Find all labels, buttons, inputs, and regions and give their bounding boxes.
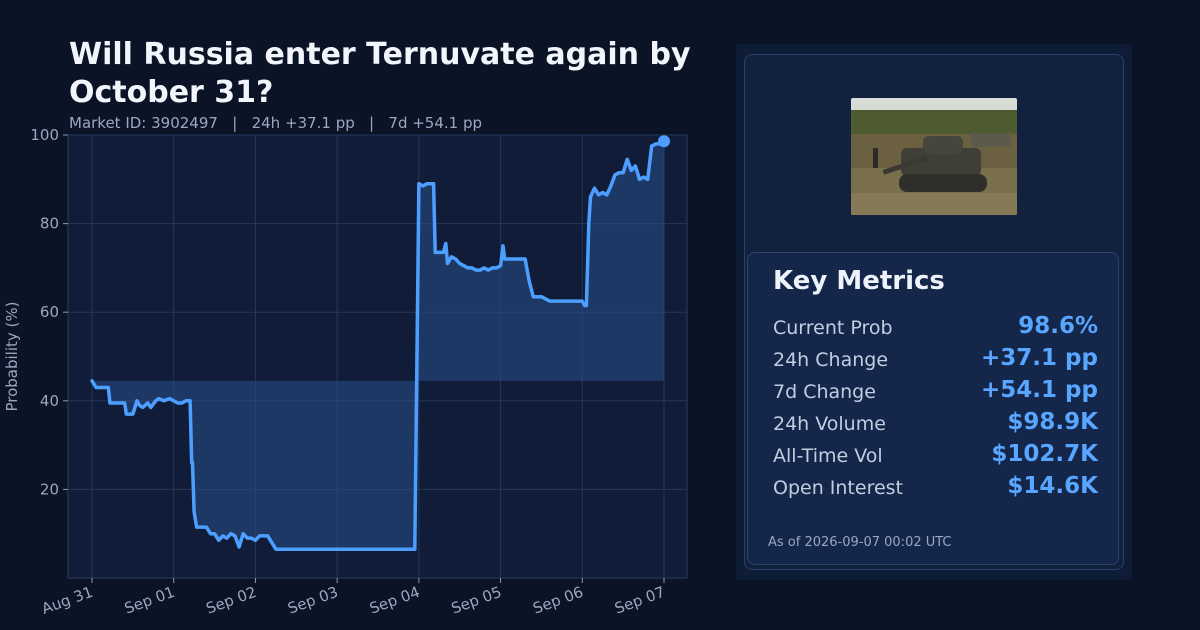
x-tick-label: Sep 01 (122, 583, 177, 618)
metric-all-time-vol: All-Time Vol $102.7K (773, 441, 1098, 471)
x-tick-label: Sep 02 (204, 583, 259, 618)
metric-24h-change: 24h Change +37.1 pp (773, 345, 1098, 375)
y-tick-label: 60 (40, 303, 59, 321)
tank-photo-icon (851, 98, 1017, 215)
x-tick-label: Sep 04 (367, 583, 422, 618)
as-of-timestamp: As of 2026-09-07 00:02 UTC (768, 535, 952, 550)
x-tick-label: Sep 07 (612, 583, 667, 618)
market-photo (851, 98, 1017, 215)
y-tick-label: 20 (40, 480, 59, 498)
series-line (90, 139, 666, 551)
y-tick-label: 100 (30, 126, 59, 144)
metric-24h-volume: 24h Volume $98.9K (773, 409, 1098, 439)
y-tick-label: 80 (40, 215, 59, 233)
metric-open-interest: Open Interest $14.6K (773, 473, 1098, 503)
x-tick-label: Sep 05 (449, 583, 504, 618)
metric-value: $102.7K (991, 441, 1098, 467)
metrics-title: Key Metrics (773, 266, 945, 296)
metric-label: 24h Volume (773, 413, 886, 435)
key-metrics-card: Key Metrics Current Prob 98.6% 24h Chang… (747, 252, 1119, 565)
metric-label: Current Prob (773, 317, 893, 339)
metric-value: $14.6K (1007, 473, 1098, 499)
metric-value: +37.1 pp (981, 345, 1098, 371)
x-tick-label: Aug 31 (39, 583, 95, 618)
metric-current-prob: Current Prob 98.6% (773, 313, 1098, 343)
metric-label: All-Time Vol (773, 445, 883, 467)
x-tick-label: Sep 06 (531, 583, 586, 618)
series-area-fill (92, 141, 664, 550)
info-card: Key Metrics Current Prob 98.6% 24h Chang… (744, 54, 1124, 570)
page-title: Will Russia enter Ternuvate again by Oct… (69, 37, 691, 110)
y-axis-label: Probability (%) (3, 301, 21, 411)
probability-chart: 20 40 60 80 100 Aug 31 Sep 01 Sep 02 Sep 03 Sep 0… (3, 126, 688, 618)
y-tick-label: 40 (40, 392, 59, 410)
metric-value: $98.9K (1007, 409, 1098, 435)
metric-value: +54.1 pp (981, 377, 1098, 403)
last-point-marker (658, 135, 670, 148)
page-subtitle: Market ID: 3902497 | 24h +37.1 pp | 7d +… (69, 114, 483, 132)
metric-7d-change: 7d Change +54.1 pp (773, 377, 1098, 407)
metric-label: 7d Change (773, 381, 876, 403)
info-panel: Key Metrics Current Prob 98.6% 24h Chang… (736, 44, 1132, 580)
x-tick-label: Sep 03 (285, 583, 340, 618)
metric-value: 98.6% (1018, 313, 1098, 339)
metric-label: 24h Change (773, 349, 889, 371)
metric-label: Open Interest (773, 477, 904, 499)
